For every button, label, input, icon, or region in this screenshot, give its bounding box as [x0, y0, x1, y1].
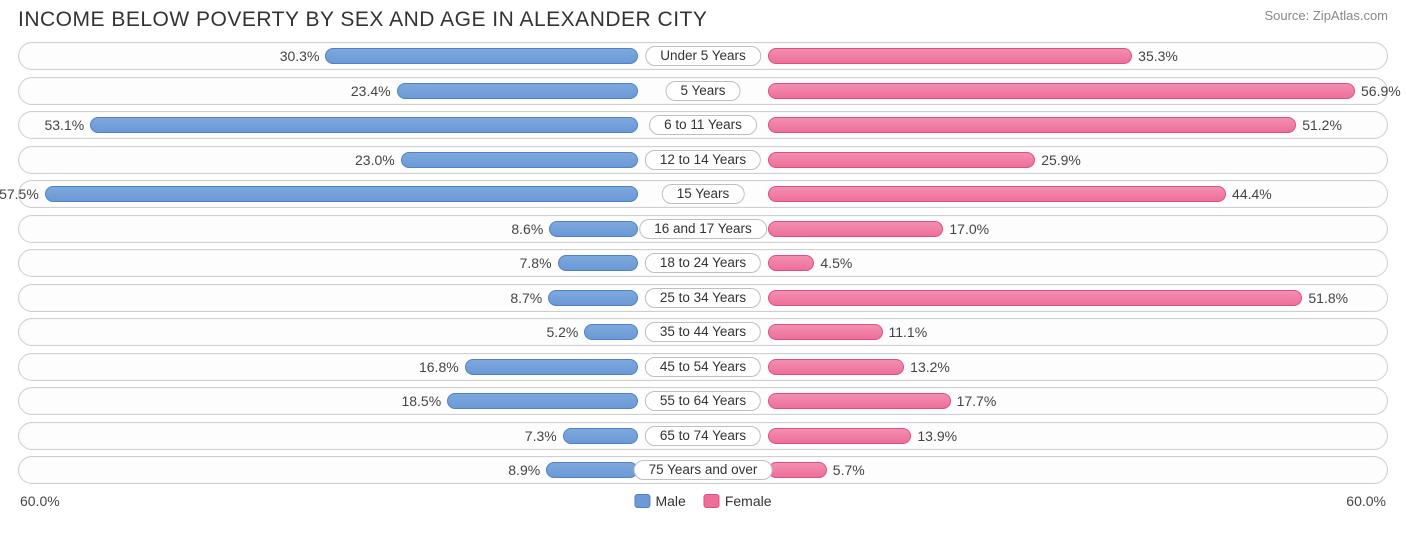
- female-value-label: 17.7%: [957, 388, 997, 414]
- bar-row: 7.3% 13.9% 65 to 74 Years: [18, 422, 1388, 450]
- female-value-label: 25.9%: [1041, 147, 1081, 173]
- bar-row: 5.2% 11.1% 35 to 44 Years: [18, 318, 1388, 346]
- axis-right-label: 60.0%: [1346, 493, 1386, 509]
- male-bar: [45, 186, 638, 202]
- legend: Male Female: [634, 493, 771, 509]
- bar-row: 18.5% 17.7% 55 to 64 Years: [18, 387, 1388, 415]
- legend-male: Male: [634, 493, 685, 509]
- category-label: 16 and 17 Years: [639, 219, 767, 239]
- bar-row: 57.5%44.4%15 Years: [18, 180, 1388, 208]
- male-bar: [558, 255, 638, 271]
- bar-row: 7.8% 4.5% 18 to 24 Years: [18, 249, 1388, 277]
- bar-row: 8.7% 51.8% 25 to 34 Years: [18, 284, 1388, 312]
- female-value-label: 51.8%: [1308, 285, 1348, 311]
- female-bar: [768, 462, 827, 478]
- category-label: 15 Years: [662, 184, 745, 204]
- male-bar: [584, 324, 638, 340]
- category-label: 18 to 24 Years: [645, 253, 761, 273]
- female-bar: [768, 255, 814, 271]
- category-label: 6 to 11 Years: [649, 115, 757, 135]
- male-bar: [546, 462, 638, 478]
- female-value-label: 11.1%: [889, 319, 928, 345]
- female-value-label: 44.4%: [1232, 181, 1272, 207]
- male-value-label: 23.0%: [355, 147, 395, 173]
- axis-left-label: 60.0%: [20, 493, 60, 509]
- female-value-label: 13.2%: [910, 354, 950, 380]
- female-value-label: 56.9%: [1361, 78, 1401, 104]
- legend-female: Female: [704, 493, 772, 509]
- bar-row: 8.9% 5.7% 75 Years and over: [18, 456, 1388, 484]
- header: INCOME BELOW POVERTY BY SEX AND AGE IN A…: [12, 8, 1394, 38]
- male-value-label: 23.4%: [351, 78, 391, 104]
- category-label: 75 Years and over: [634, 460, 773, 480]
- bar-row: 8.6% 17.0% 16 and 17 Years: [18, 215, 1388, 243]
- legend-female-label: Female: [725, 493, 772, 509]
- bar-row: 23.4%56.9%5 Years: [18, 77, 1388, 105]
- female-value-label: 17.0%: [949, 216, 989, 242]
- female-bar: [768, 324, 883, 340]
- female-bar: [768, 290, 1302, 306]
- category-label: 5 Years: [665, 81, 740, 101]
- source-attribution: Source: ZipAtlas.com: [1264, 8, 1388, 23]
- category-label: 55 to 64 Years: [645, 391, 761, 411]
- category-label: 35 to 44 Years: [645, 322, 761, 342]
- male-bar: [90, 117, 638, 133]
- male-bar: [401, 152, 638, 168]
- female-bar: [768, 393, 951, 409]
- female-bar: [768, 359, 904, 375]
- female-value-label: 4.5%: [820, 250, 852, 276]
- male-value-label: 7.8%: [520, 250, 552, 276]
- chart-area: 30.3% 35.3% Under 5 Years 23.4%56.9%5 Years…: [12, 38, 1394, 484]
- chart-title: INCOME BELOW POVERTY BY SEX AND AGE IN A…: [18, 8, 707, 32]
- male-bar: [549, 221, 638, 237]
- category-label: Under 5 Years: [645, 46, 761, 66]
- female-bar: [768, 117, 1296, 133]
- male-value-label: 5.2%: [546, 319, 578, 345]
- female-bar: [768, 83, 1355, 99]
- axis-row: 60.0% Male Female 60.0%: [12, 491, 1394, 509]
- female-bar: [768, 186, 1226, 202]
- swatch-female-icon: [704, 494, 720, 508]
- male-value-label: 8.9%: [508, 457, 540, 483]
- male-bar: [397, 83, 638, 99]
- male-value-label: 57.5%: [0, 181, 39, 207]
- bar-row: 30.3% 35.3% Under 5 Years: [18, 42, 1388, 70]
- female-value-label: 35.3%: [1138, 43, 1178, 69]
- female-value-label: 51.2%: [1302, 112, 1342, 138]
- female-bar: [768, 221, 943, 237]
- male-bar: [548, 290, 638, 306]
- category-label: 25 to 34 Years: [645, 288, 761, 308]
- male-value-label: 8.6%: [511, 216, 543, 242]
- category-label: 45 to 54 Years: [645, 357, 761, 377]
- male-bar: [447, 393, 638, 409]
- chart-container: INCOME BELOW POVERTY BY SEX AND AGE IN A…: [0, 0, 1406, 558]
- female-bar: [768, 428, 911, 444]
- male-value-label: 30.3%: [280, 43, 320, 69]
- category-label: 65 to 74 Years: [645, 426, 761, 446]
- category-label: 12 to 14 Years: [645, 150, 761, 170]
- male-bar: [563, 428, 638, 444]
- female-bar: [768, 152, 1035, 168]
- male-bar: [465, 359, 638, 375]
- bar-row: 53.1% 51.2% 6 to 11 Years: [18, 111, 1388, 139]
- male-bar: [325, 48, 638, 64]
- female-value-label: 5.7%: [833, 457, 865, 483]
- bar-row: 23.0% 25.9% 12 to 14 Years: [18, 146, 1388, 174]
- swatch-male-icon: [634, 494, 650, 508]
- female-bar: [768, 48, 1132, 64]
- male-value-label: 8.7%: [510, 285, 542, 311]
- male-value-label: 53.1%: [44, 112, 84, 138]
- male-value-label: 16.8%: [419, 354, 459, 380]
- legend-male-label: Male: [655, 493, 685, 509]
- male-value-label: 7.3%: [525, 423, 557, 449]
- male-value-label: 18.5%: [401, 388, 441, 414]
- bar-row: 16.8% 13.2% 45 to 54 Years: [18, 353, 1388, 381]
- female-value-label: 13.9%: [917, 423, 957, 449]
